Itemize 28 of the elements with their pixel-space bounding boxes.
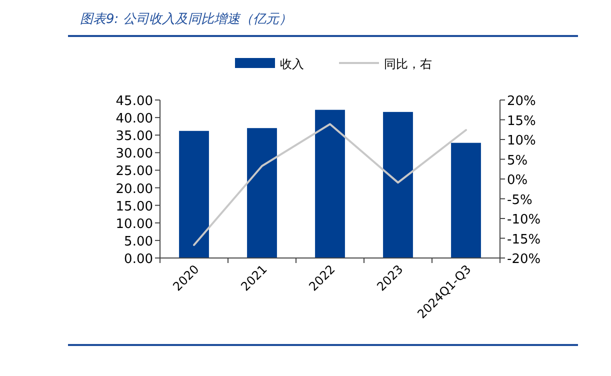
- y-tick-label: 35.00: [116, 129, 153, 144]
- y-tick-label: 25.00: [116, 164, 153, 180]
- y-tick-label: 40.00: [116, 112, 153, 127]
- bar: [247, 128, 277, 258]
- legend-label: 收入: [280, 57, 304, 71]
- y-tick-label: 0.00: [124, 252, 153, 267]
- y-tick-label: 15.00: [116, 199, 153, 214]
- y2-tick-label: 5%: [507, 153, 528, 168]
- y2-tick-label: 0%: [507, 173, 528, 188]
- legend-label: 同比，右: [384, 57, 432, 71]
- y-tick-label: 10.00: [116, 216, 153, 232]
- chart-title: 图表9: 公司收入及同比增速（亿元）: [80, 12, 292, 27]
- bar: [451, 142, 481, 258]
- bar: [383, 112, 413, 258]
- y-tick-label: 5.00: [124, 234, 153, 250]
- y2-tick-label: -5%: [507, 192, 532, 208]
- bar: [315, 110, 345, 258]
- line-series: [193, 123, 467, 246]
- y-tick-label: 30.00: [116, 146, 153, 162]
- bar: [179, 130, 209, 258]
- y-tick-label: 45.00: [116, 94, 153, 109]
- y2-tick-label: 15%: [507, 114, 536, 129]
- y2-tick-label: 20%: [507, 94, 536, 109]
- y2-tick-label: 10%: [507, 134, 536, 148]
- y-tick-label: 20.00: [116, 182, 153, 197]
- y2-tick-label: -15%: [507, 232, 541, 248]
- y2-tick-label: -10%: [507, 212, 541, 228]
- y2-tick-label: -20%: [507, 252, 541, 267]
